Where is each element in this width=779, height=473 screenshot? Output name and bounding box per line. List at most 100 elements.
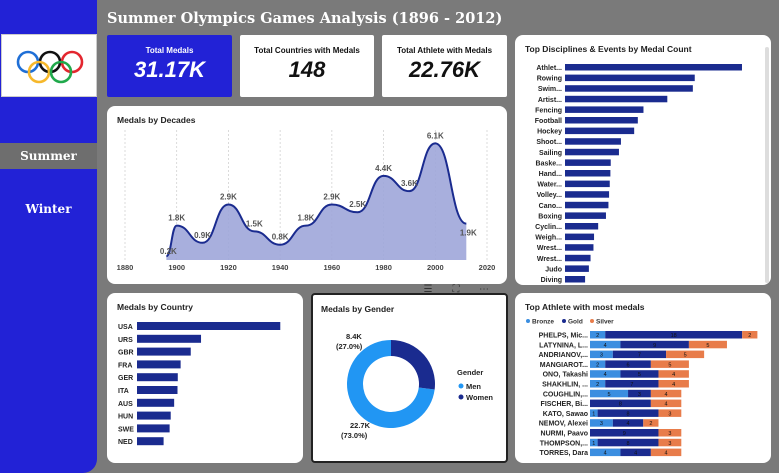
country-title: Medals by Country (117, 302, 194, 312)
bar (565, 191, 610, 198)
category-label: Diving (541, 277, 562, 284)
data-label: 7 (638, 353, 641, 359)
category-label: USA (118, 324, 133, 331)
legend-label: Women (466, 393, 493, 402)
category-label: NURMI, Paavo (541, 431, 588, 438)
data-label: 5 (607, 392, 610, 398)
category-label: ANDRIANOV,... (538, 352, 588, 359)
legend-marker (590, 319, 594, 323)
olympic-rings-icon (16, 50, 84, 84)
legend-marker (526, 319, 530, 323)
disciplines-chart[interactable]: Athlet... Rowing Swim... Artist... Fencing Fo… (515, 35, 771, 285)
data-label: 1 (592, 411, 595, 417)
gender-card[interactable]: Medals by Gender 8.4K (27.0%) 22.7K (73.0%)… (311, 293, 508, 463)
category-label: Volley... (537, 192, 562, 199)
nav-summer[interactable]: Summer (0, 143, 97, 169)
series-line (165, 142, 467, 258)
bar (565, 74, 695, 82)
kpi-label: Total Medals (145, 46, 194, 55)
x-tick-label: 1940 (272, 263, 289, 272)
bar (565, 106, 644, 113)
data-label: 3 (600, 353, 603, 359)
kpi-value: 31.17K (134, 57, 205, 82)
bar (565, 64, 742, 71)
data-label: 2.9K (220, 193, 237, 202)
kpi-total-medals: Total Medals 31.17K (107, 35, 232, 97)
x-tick-label: 1900 (168, 263, 185, 272)
data-label: 4.4K (375, 164, 392, 173)
bar-segment (650, 360, 689, 368)
bar (565, 265, 589, 272)
bar (137, 437, 164, 446)
legend-label: Gold (568, 319, 583, 326)
bar-segment (590, 340, 621, 349)
data-label: 3.6K (401, 179, 418, 188)
data-label: 0.2K (160, 247, 177, 256)
more-options-icon[interactable]: ⋯ (479, 284, 489, 295)
athletes-card[interactable]: Top Athlete with most medals Bronze Gold S… (515, 293, 771, 463)
country-card[interactable]: Medals by Country USA URS GBR FRA GER ITA AUS H… (107, 293, 303, 463)
x-tick-label: 2000 (427, 263, 444, 272)
category-label: SHAKHLIN, ... (542, 382, 588, 389)
bar (137, 373, 178, 382)
category-label: COUGHLIN,... (543, 391, 588, 398)
category-label: Athlet... (536, 65, 562, 72)
filter-icon[interactable]: ☰ (423, 284, 433, 295)
category-label: Artist... (538, 97, 562, 104)
bar-segment (620, 370, 659, 378)
data-label: 4 (672, 372, 675, 378)
category-label: Hockey (537, 129, 562, 136)
legend-marker (458, 394, 464, 400)
focus-mode-icon[interactable]: ⛶ (452, 284, 460, 295)
bar (565, 223, 599, 230)
bar (565, 148, 619, 156)
legend-marker (562, 319, 566, 323)
category-label: PHELPS, Mic... (539, 333, 588, 340)
data-label: 4 (604, 372, 607, 378)
category-label: Cano... (539, 203, 562, 210)
data-label: 1.8K (168, 214, 185, 223)
category-label: Judo (545, 266, 562, 273)
decades-chart[interactable]: 1880 1900 1920 1940 1960 1980 2000 2020 0.2K 1.8K… (107, 106, 507, 284)
bar (565, 159, 611, 166)
category-label: Weigh... (535, 235, 562, 242)
bar-segment (590, 438, 598, 447)
category-label: GBR (118, 350, 134, 357)
data-label: 1 (592, 441, 595, 447)
data-label: 5 (638, 372, 641, 378)
nav-winter[interactable]: Winter (25, 202, 72, 216)
bar-segment (620, 448, 651, 457)
category-label: NEMOV, Alexei (539, 421, 588, 428)
data-label: 1.5K (246, 219, 263, 228)
visual-toolbar: ☰ ⛶ ⋯ (421, 283, 493, 297)
category-label: Cyclin... (535, 224, 562, 231)
data-label: 0.9K (194, 231, 211, 240)
data-label: 2 (596, 362, 599, 368)
bar (565, 233, 595, 241)
bar-segment (658, 370, 689, 378)
x-tick-label: 1960 (324, 263, 341, 272)
bar-segment (590, 380, 606, 388)
bar (565, 138, 621, 145)
x-tick-label: 1980 (375, 263, 392, 272)
data-label: 0.8K (272, 233, 289, 242)
data-label: 4 (604, 343, 607, 349)
bar-segment (590, 350, 613, 359)
data-label: 2.9K (323, 193, 340, 202)
disciplines-card[interactable]: Top Disciplines & Events by Medal Count … (515, 35, 771, 285)
category-label: Wrest... (537, 256, 562, 263)
legend-title: Gender (457, 368, 483, 377)
data-label: (73.0%) (341, 431, 368, 440)
category-label: SWE (118, 426, 134, 433)
bar (565, 85, 693, 92)
gender-chart[interactable]: 8.4K(27.0%) 22.7K(73.0%) Gender Men Women (313, 295, 506, 461)
data-label: 22.7K (350, 421, 371, 430)
country-chart[interactable]: USA URS GBR FRA GER ITA AUS HUN SWE NED (107, 293, 303, 463)
data-label: 3 (668, 431, 671, 437)
decades-card[interactable]: Medals by Decades 1880 1900 1920 1940 1960 19… (107, 106, 507, 284)
bar-segment (590, 429, 659, 437)
category-label: FRA (118, 362, 132, 369)
bar (565, 212, 606, 219)
disciplines-title: Top Disciplines & Events by Medal Count (525, 44, 692, 54)
